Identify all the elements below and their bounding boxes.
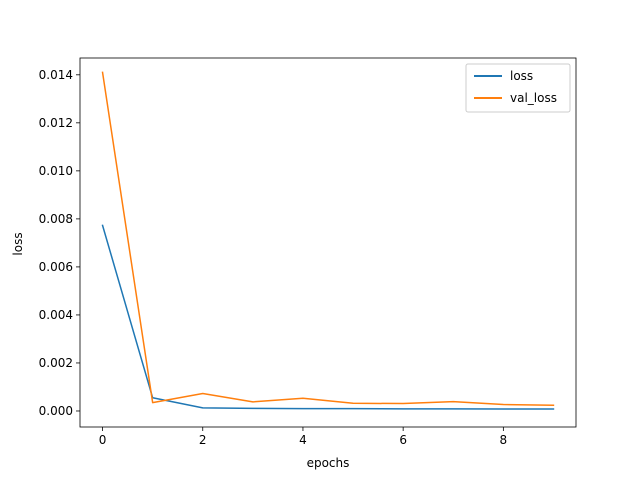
x-tick-label: 8 <box>500 433 508 447</box>
y-tick-label: 0.010 <box>39 164 73 178</box>
y-tick-label: 0.004 <box>39 308 73 322</box>
plot-frame <box>79 57 577 428</box>
series-line-loss <box>101 224 555 410</box>
y-tick-label: 0.002 <box>39 356 73 370</box>
legend-label-val-loss: val_loss <box>510 91 557 105</box>
x-tick-label: 0 <box>99 433 107 447</box>
legend-label-loss: loss <box>510 69 533 83</box>
x-tick-label: 4 <box>299 433 307 447</box>
y-tick-label: 0.008 <box>39 212 73 226</box>
y-tick-label: 0.012 <box>39 116 73 130</box>
x-tick-label: 2 <box>199 433 207 447</box>
x-axis-label: epochs <box>307 456 350 470</box>
y-axis-label: loss <box>11 232 25 255</box>
y-tick-label: 0.006 <box>39 260 73 274</box>
series-layer <box>101 71 555 410</box>
legend: loss val_loss <box>465 63 571 113</box>
axes-layer: 0 2 4 6 8 0.000 0.002 0.004 0.006 0.008 0.010 0.012… <box>39 57 577 447</box>
y-tick-label: 0.000 <box>39 404 73 418</box>
x-tick-label: 6 <box>399 433 407 447</box>
y-tick-label: 0.014 <box>39 68 73 82</box>
series-line-val-loss <box>101 71 555 406</box>
